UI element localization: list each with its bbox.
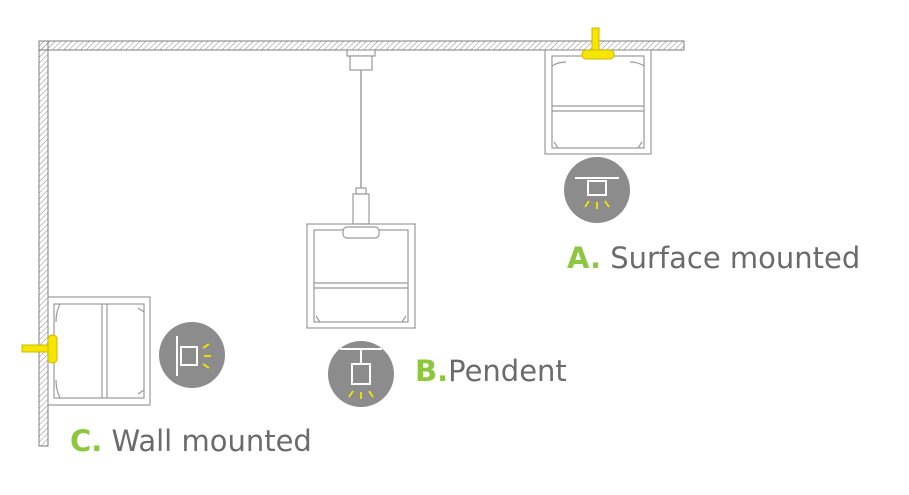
label-surface-mounted: A. Surface mounted (567, 244, 860, 273)
label-text-wall-mounted: Wall mounted (102, 424, 312, 458)
label-text-pendent: Pendent (448, 354, 567, 388)
ceiling (38, 40, 685, 51)
label-wall-mounted: C. Wall mounted (70, 427, 312, 456)
wall-bracket (21, 334, 58, 364)
label-letter-b: B. (415, 354, 449, 388)
pendant-connector (352, 187, 370, 225)
surface-mounted-fixture (544, 49, 652, 155)
pendant-fixture (306, 223, 416, 329)
label-pendent: B.Pendent (415, 357, 567, 386)
wall-mount-icon (159, 322, 225, 388)
label-text-surface-mounted: Surface mounted (601, 241, 861, 275)
surface-bracket (581, 27, 615, 60)
pendant-mount-icon (328, 341, 394, 407)
label-letter-c: C. (70, 424, 103, 458)
wall-mounted-fixture (47, 296, 151, 406)
wall (38, 40, 49, 447)
surface-mount-icon (564, 157, 630, 223)
pendant-canopy (346, 49, 376, 71)
label-letter-a: A. (567, 241, 601, 275)
